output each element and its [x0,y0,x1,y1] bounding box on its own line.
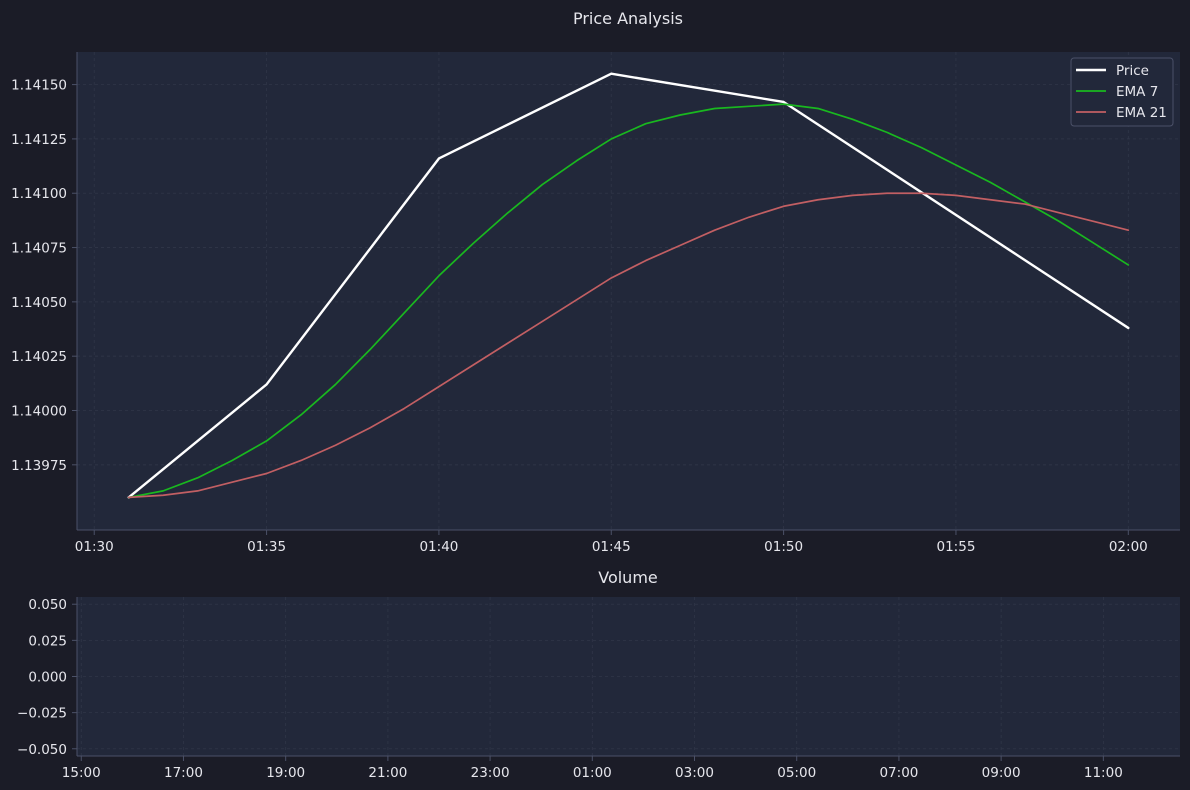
price-x-tick-label: 02:00 [1109,539,1148,555]
volume-x-tick-label: 19:00 [266,765,305,781]
volume-x-tick-label: 05:00 [777,765,816,781]
volume-y-axis: 0.050 0.025 0.000 −0.025 −0.050 [17,597,77,758]
volume-grid [77,597,1180,756]
price-plot-area [77,52,1180,530]
series-line-price [127,72,1130,499]
volume-chart-title: Volume [598,568,658,587]
price-axis-spines [76,52,1180,531]
volume-x-tick-label: 17:00 [164,765,203,781]
volume-y-tick-label: −0.025 [17,706,67,722]
price-y-tick-label: 1.14150 [11,78,67,94]
price-x-tick-label: 01:40 [419,539,458,555]
price-y-tick-label: 1.14075 [11,241,67,257]
legend-label-ema-21: EMA 21 [1116,105,1167,121]
volume-axis-spines [76,597,1180,757]
price-y-axis: 1.13975 1.14000 1.14025 1.14050 1.14075 1.141… [11,78,77,474]
volume-y-tick-label: −0.050 [17,742,67,758]
price-legend: Price EMA 7 EMA 21 [1070,57,1174,127]
price-y-tick-label: 1.14000 [11,404,67,420]
price-x-axis: 01:30 01:35 01:40 01:45 01:50 01:55 02:00 [75,530,1148,555]
price-x-tick-label: 01:50 [764,539,803,555]
volume-x-tick-label: 11:00 [1084,765,1123,781]
volume-x-tick-label: 07:00 [879,765,918,781]
volume-x-tick-label: 15:00 [62,765,101,781]
price-x-tick-label: 01:35 [247,539,286,555]
price-x-tick-label: 01:30 [75,539,114,555]
volume-x-tick-label: 21:00 [368,765,407,781]
price-y-tick-label: 1.14100 [11,186,67,202]
price-y-tick-label: 1.14025 [11,349,67,365]
price-series-group [127,72,1130,499]
legend-label-ema-7: EMA 7 [1116,84,1158,100]
legend-label-price: Price [1116,63,1149,79]
volume-x-tick-label: 01:00 [573,765,612,781]
price-y-tick-label: 1.14125 [11,132,67,148]
legend-box [1070,57,1174,127]
series-line-ema-7 [127,103,1130,499]
price-grid [77,52,1180,530]
series-line-ema-21 [127,192,1130,499]
volume-y-tick-label: 0.050 [28,597,67,613]
price-y-tick-label: 1.13975 [11,458,67,474]
volume-x-tick-label: 23:00 [471,765,510,781]
volume-y-tick-label: 0.025 [28,633,67,649]
volume-x-axis: 15:00 17:00 19:00 21:00 23:00 01:00 03:00 05:00… [62,756,1123,781]
price-chart-title: Price Analysis [573,9,683,28]
volume-y-tick-label: 0.000 [28,670,67,686]
price-y-tick-label: 1.14050 [11,295,67,311]
price-x-tick-label: 01:45 [592,539,631,555]
price-x-tick-label: 01:55 [937,539,976,555]
volume-x-tick-label: 09:00 [982,765,1021,781]
volume-x-tick-label: 03:00 [675,765,714,781]
